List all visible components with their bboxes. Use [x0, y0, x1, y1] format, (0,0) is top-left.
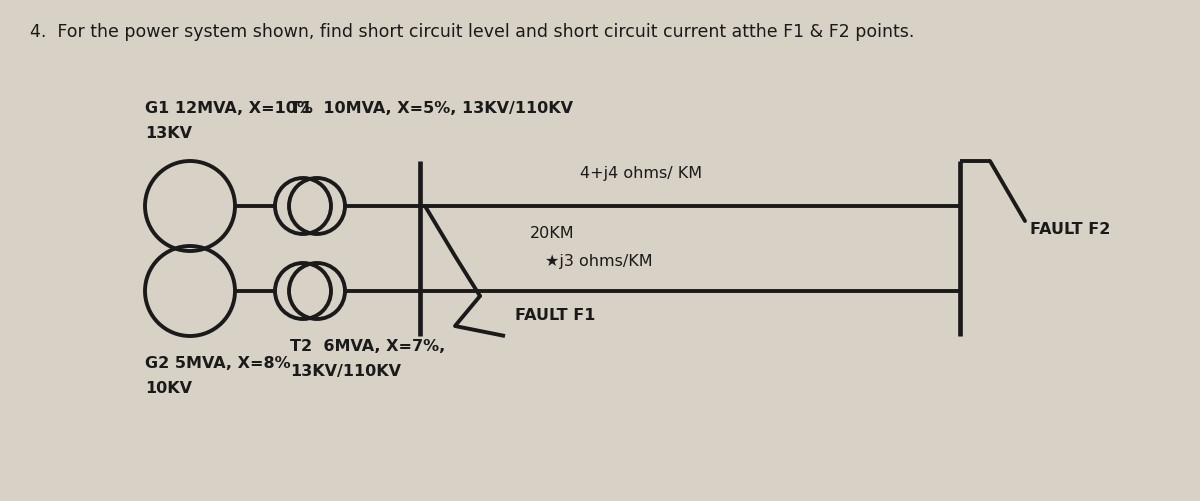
Text: 20KM: 20KM	[530, 226, 575, 241]
Text: T1  10MVA, X=5%, 13KV/110KV: T1 10MVA, X=5%, 13KV/110KV	[290, 101, 574, 116]
Text: FAULT F2: FAULT F2	[1030, 221, 1110, 236]
Text: 13KV: 13KV	[145, 126, 192, 141]
Text: T2  6MVA, X=7%,: T2 6MVA, X=7%,	[290, 339, 445, 354]
Text: ★j3 ohms/KM: ★j3 ohms/KM	[545, 254, 653, 269]
Text: FAULT F1: FAULT F1	[515, 309, 595, 324]
Text: G2 5MVA, X=8%: G2 5MVA, X=8%	[145, 356, 290, 371]
Text: G1 12MVA, X=10%: G1 12MVA, X=10%	[145, 101, 313, 116]
Text: 4.  For the power system shown, find short circuit level and short circuit curre: 4. For the power system shown, find shor…	[30, 23, 914, 41]
Text: 13KV/110KV: 13KV/110KV	[290, 364, 401, 379]
Text: 4+j4 ohms/ KM: 4+j4 ohms/ KM	[580, 166, 702, 181]
Text: 10KV: 10KV	[145, 381, 192, 396]
